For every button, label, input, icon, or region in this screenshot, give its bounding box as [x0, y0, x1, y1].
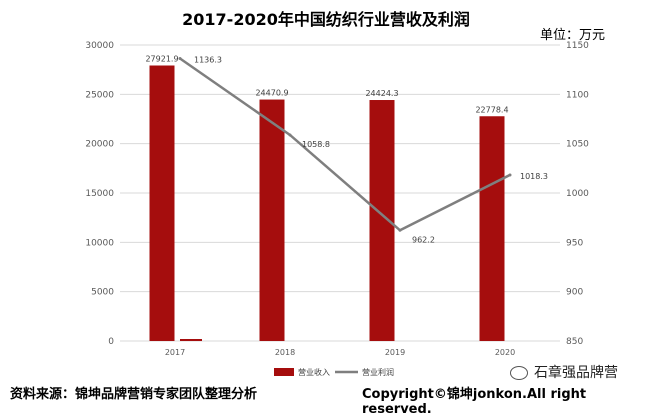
line-data-label: 962.2 [412, 235, 435, 244]
baseline-marker [180, 339, 202, 341]
y-left-tick-label: 20000 [85, 140, 114, 150]
bar-data-label: 27921.9 [145, 55, 178, 64]
y-right-tick-label: 950 [566, 238, 583, 248]
line-data-label: 1018.3 [520, 172, 548, 181]
y-right-tick-label: 900 [566, 288, 583, 298]
y-left-tick-label: 30000 [85, 41, 114, 51]
x-tick-label: 2018 [275, 348, 295, 357]
line-data-label: 1058.8 [302, 140, 330, 149]
y-left-tick-label: 0 [108, 337, 114, 347]
y-right-tick-label: 1150 [566, 41, 589, 51]
copyright-note: Copyright©锦坤jonkon.All right reserved. [362, 387, 587, 417]
legend-swatch-bar [274, 368, 294, 376]
y-left-tick-label: 15000 [85, 189, 114, 199]
y-right-tick-label: 1100 [566, 90, 589, 100]
y-left-tick-label: 5000 [91, 288, 114, 298]
wechat-icon [510, 366, 528, 380]
y-right-tick-label: 850 [566, 337, 583, 347]
y-left-tick-label: 25000 [85, 90, 114, 100]
x-tick-label: 2019 [385, 348, 405, 357]
source-note: 资料来源：锦坤品牌营销专家团队整理分析 [10, 387, 258, 402]
watermark-text: 石章强品牌营 [534, 365, 618, 381]
bar-data-label: 24470.9 [255, 89, 288, 98]
bar [259, 99, 285, 341]
y-left-tick-label: 10000 [85, 238, 114, 248]
bar-data-label: 22778.4 [475, 105, 508, 114]
watermark: 石章强品牌营 [510, 362, 618, 382]
unit-label: 单位：万元 [540, 28, 606, 43]
bar [479, 116, 505, 342]
chart-title: 2017-2020年中国纺织行业营收及利润 [182, 10, 470, 29]
line-point [288, 133, 292, 137]
chart: 0 5000 10000 15000 20000 25000 30000 850 900 950… [85, 41, 589, 377]
line-point [178, 57, 182, 61]
legend-label-bar: 营业收入 [298, 367, 330, 377]
bar [369, 100, 395, 341]
legend-label-line: 营业利润 [362, 367, 394, 377]
y-right-tick-label: 1000 [566, 189, 589, 199]
x-tick-label: 2020 [495, 348, 515, 357]
line-point [398, 228, 402, 232]
y-right-tick-label: 1050 [566, 140, 589, 150]
bar [149, 65, 175, 342]
bar-data-label: 24424.3 [365, 89, 398, 98]
line-point [508, 173, 512, 177]
line-series [179, 57, 511, 232]
line-data-label: 1136.3 [194, 56, 222, 65]
x-tick-label: 2017 [165, 348, 185, 357]
